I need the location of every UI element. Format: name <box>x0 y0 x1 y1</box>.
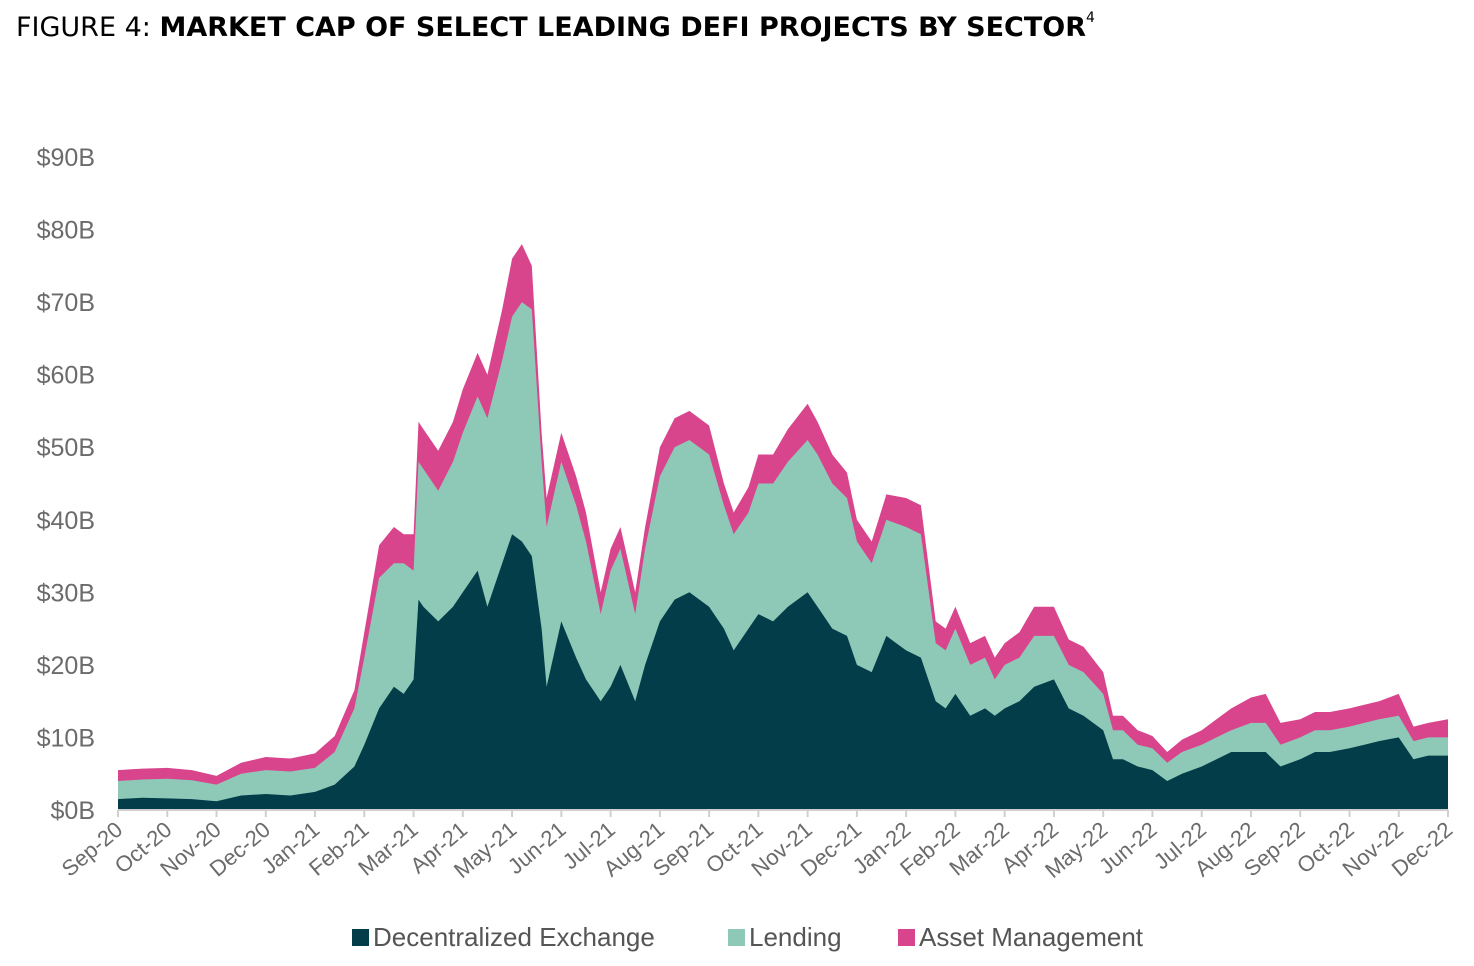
x-tick-label: Sep-20 <box>57 817 127 882</box>
y-tick-label: $40B <box>37 507 95 535</box>
y-tick-label: $90B <box>37 144 95 172</box>
legend-swatch-decentralized-exchange <box>352 929 369 946</box>
figure-label: FIGURE 4: <box>16 12 151 43</box>
y-tick-label: $0B <box>51 797 95 825</box>
legend-label-asset-management: Asset Management <box>919 922 1144 952</box>
figure-footnote: 4 <box>1085 10 1095 26</box>
legend-label-lending: Lending <box>749 922 842 952</box>
area-decentralized-exchange <box>118 534 1448 810</box>
y-tick-label: $20B <box>37 652 95 680</box>
y-tick-label: $70B <box>37 289 95 317</box>
y-tick-label: $50B <box>37 434 95 462</box>
x-tick-label: Jun-21 <box>503 817 571 879</box>
y-tick-label: $10B <box>37 724 95 752</box>
legend-swatch-lending <box>728 929 745 946</box>
y-tick-label: $60B <box>37 362 95 390</box>
x-tick-label: Jun-22 <box>1094 817 1162 879</box>
legend-swatch-asset-management <box>898 929 915 946</box>
legend-label-decentralized-exchange: Decentralized Exchange <box>373 922 655 952</box>
y-tick-label: $30B <box>37 579 95 607</box>
y-axis-ticks: $0B $10B $20B $30B $40B $50B $60B $70B $80B $90B <box>37 144 95 825</box>
legend: Decentralized Exchange Lending Asset Manag… <box>352 922 1144 952</box>
figure-title: FIGURE 4: MARKET CAP OF SELECT LEADING D… <box>16 10 1095 43</box>
area-series-group <box>118 244 1448 811</box>
x-axis-ticks: Sep-20Oct-20Nov-20Dec-20Jan-21Feb-21Mar-… <box>57 810 1457 883</box>
y-tick-label: $80B <box>37 217 95 245</box>
figure-main-title: MARKET CAP OF SELECT LEADING DEFI PROJEC… <box>159 12 1086 43</box>
